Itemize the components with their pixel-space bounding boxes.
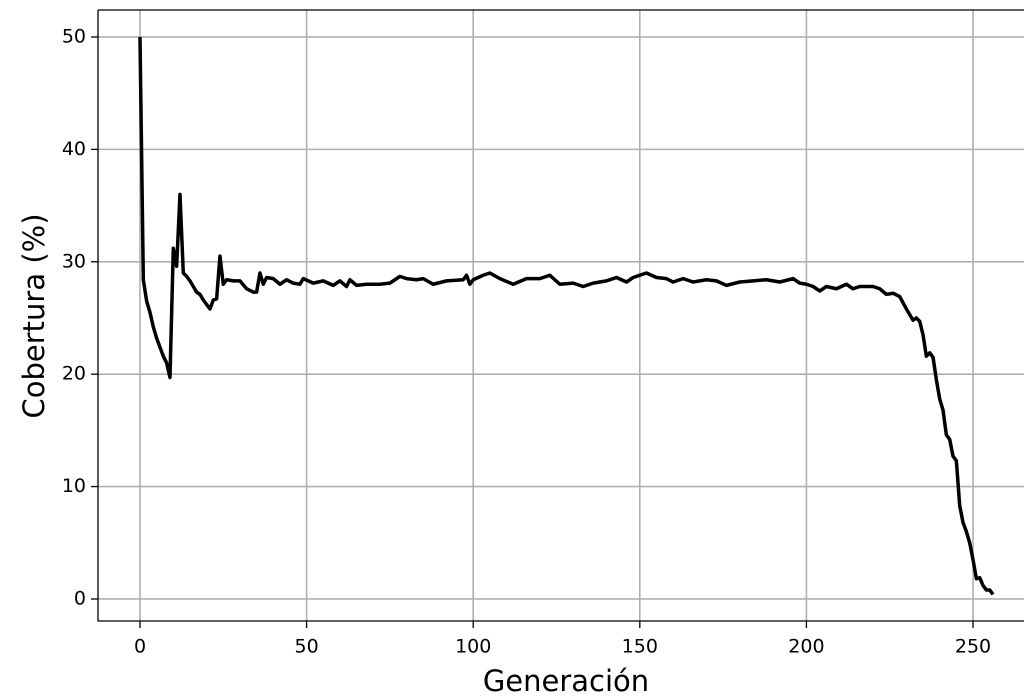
x-tick-label: 250	[955, 636, 991, 658]
y-tick-label: 20	[62, 363, 86, 385]
x-tick-label: 50	[294, 636, 318, 658]
x-tick-label: 150	[622, 636, 658, 658]
x-tick-label: 200	[788, 636, 824, 658]
axes-frame	[97, 9, 1024, 622]
y-tick-label: 40	[62, 138, 86, 160]
x-axis-label: Generación	[483, 664, 649, 697]
y-tick-label: 30	[62, 250, 86, 272]
y-tick-label: 0	[74, 587, 86, 609]
y-tick-label: 10	[62, 475, 86, 497]
x-tick-label: 100	[455, 636, 491, 658]
data-line	[138, 36, 995, 596]
x-tick-label: 0	[134, 636, 146, 658]
y-tick-label: 50	[62, 25, 86, 47]
y-axis-label: Cobertura (%)	[17, 213, 51, 418]
